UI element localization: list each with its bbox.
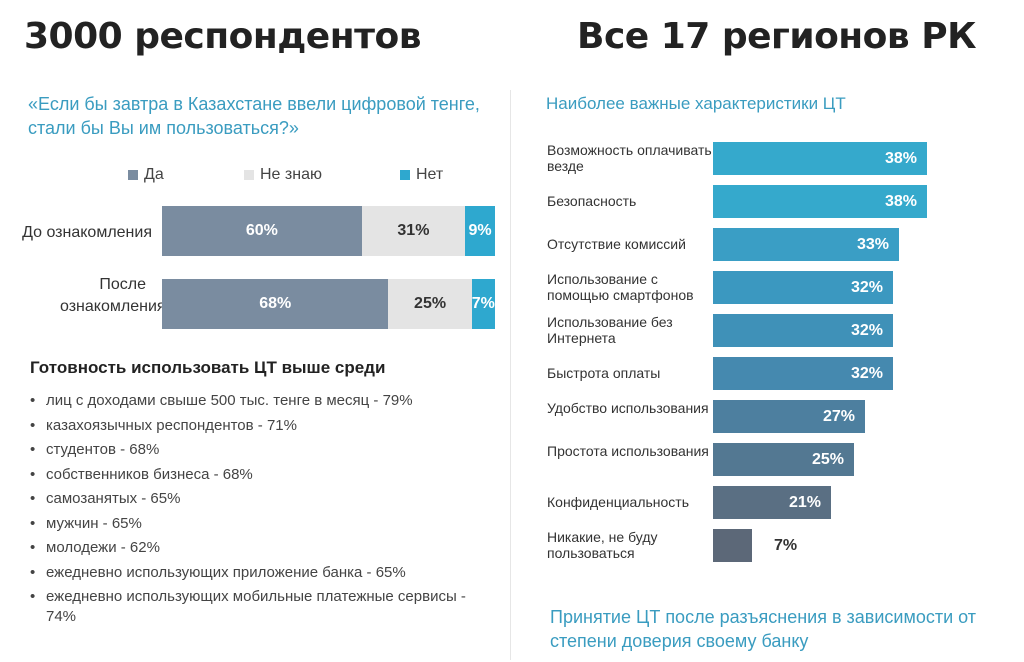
heading-regions: Все 17 регионов РК [577,16,977,57]
bar-segment-no-after: 7% [471,279,495,329]
legend-item-dont-know: Не знаю [244,166,322,184]
list-item: мужчин - 65% [30,514,500,534]
heading-respondents: 3000 респондентов [24,16,421,57]
data-label: 33% [856,235,889,253]
bar-label: Быстрота оплаты [547,365,661,381]
data-label: 38% [884,192,917,210]
bar: 21% [713,486,831,519]
data-label: 32% [850,321,883,339]
list-item: собственников бизнеса - 68% [30,465,500,485]
bar: 25% [713,443,854,476]
characteristics-chart-title: Наиболее важные характеристики ЦТ [546,94,846,113]
readiness-list: лиц с доходами свыше 500 тыс. тенге в ме… [30,391,500,632]
survey-question: «Если бы завтра в Казахстане ввели цифро… [28,94,480,138]
list-item: самозанятых - 65% [30,489,500,509]
list-item: студентов - 68% [30,440,500,460]
bar-segment-yes-after: 68% [162,279,389,329]
bar-label: Возможность оплачивать везде [547,142,712,174]
bar-segment-yes-before: 60% [162,206,362,256]
legend-label-dont-know: Не знаю [260,166,322,183]
bar: 32% [713,271,893,304]
data-label: 7% [774,537,798,554]
bar-segment-dont-know-after: 25% [388,279,472,329]
bar-label: Отсутствие комиссий [547,236,686,252]
legend-label-no: Нет [416,166,444,183]
list-item: молодежи - 62% [30,538,500,558]
bar [713,529,752,562]
bar-label: Конфиденциальность [547,494,690,510]
legend-item-no: Нет [400,166,443,184]
category-label-after: После ознакомления [60,276,166,315]
bar-label: Простота использования [547,443,709,459]
column-divider [510,90,511,660]
bar-label: Удобство использования [547,400,709,416]
bar: 33% [713,228,899,261]
bar: 32% [713,357,893,390]
bar: 38% [713,142,927,175]
list-item: лиц с доходами свыше 500 тыс. тенге в ме… [30,391,500,411]
data-label: 38% [884,149,917,167]
list-item: ежедневно использующих приложение банка … [30,563,500,583]
stacked-bar-after: 68% 25% 7% [162,279,495,329]
legend-swatch-yes [128,170,138,180]
legend-swatch-dont-know [244,170,254,180]
data-label: 25% [811,450,844,468]
bar-label: Безопасность [547,193,637,209]
bar: 38% [713,185,927,218]
bar-segment-no-before: 9% [465,206,495,256]
readiness-title: Готовность использовать ЦТ выше среди [30,358,386,377]
stacked-bar-before: 60% 31% 9% [162,206,495,256]
legend-item-yes: Да [128,166,164,184]
list-item: ежедневно использующих мобильные платежн… [30,587,500,627]
bar-label: Использование с помощью смартфонов [547,271,694,303]
bar-segment-dont-know-before: 31% [361,206,466,256]
footer-title: Принятие ЦТ после разъяснения в зависимо… [550,607,976,651]
data-label: 27% [822,407,855,425]
legend-label-yes: Да [144,166,164,183]
list-item: казахоязычных респондентов - 71% [30,416,500,436]
legend-swatch-no [400,170,410,180]
data-label: 21% [788,493,821,511]
bar: 32% [713,314,893,347]
bar-label: Никакие, не буду пользоваться [547,529,658,561]
data-label: 32% [850,364,883,382]
bar-label: Использование без Интернета [547,314,673,346]
data-label: 32% [850,278,883,296]
category-label-before: До ознакомления [22,224,152,241]
bar: 27% [713,400,865,433]
